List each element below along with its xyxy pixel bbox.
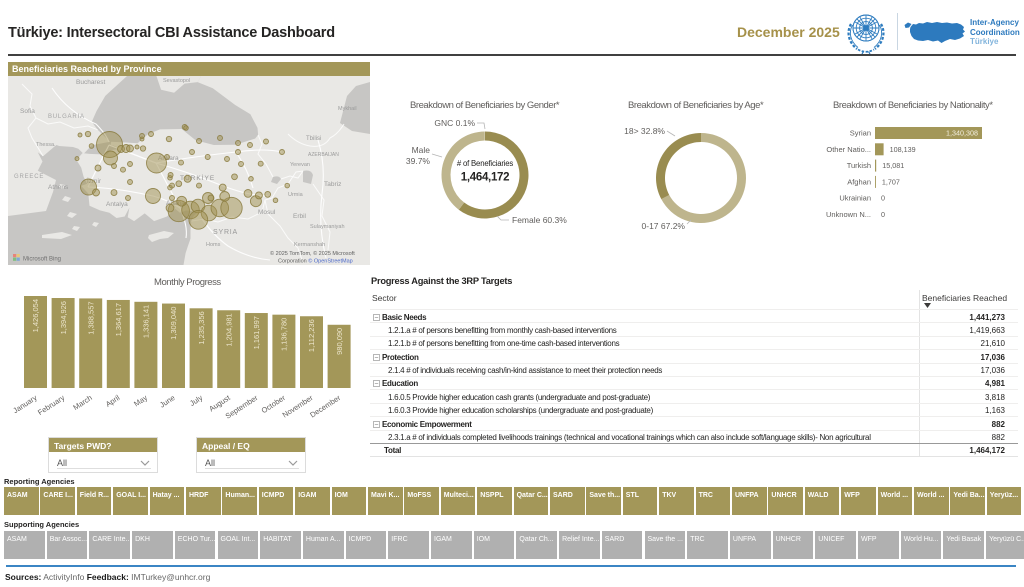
svg-text:June: June: [158, 393, 177, 409]
svg-text:Kermanshah: Kermanshah: [294, 242, 325, 248]
svg-text:1,426,054: 1,426,054: [31, 299, 40, 332]
svg-text:July: July: [188, 393, 204, 408]
svg-text:İzmir: İzmir: [87, 176, 102, 185]
svg-text:0-17 67.2%: 0-17 67.2%: [642, 221, 686, 231]
svg-text:Microsoft Bing: Microsoft Bing: [23, 257, 61, 263]
svg-text:# of Beneficiaries: # of Beneficiaries: [457, 159, 514, 168]
svg-text:Female 60.3%: Female 60.3%: [512, 215, 567, 225]
svg-text:Corporation © OpenStreetMap: Corporation © OpenStreetMap: [278, 258, 353, 265]
svg-text:Homs: Homs: [206, 242, 221, 248]
svg-text:GNC 0.1%: GNC 0.1%: [434, 118, 475, 128]
svg-text:December: December: [308, 393, 342, 420]
svg-text:1,336,141: 1,336,141: [142, 305, 151, 338]
svg-text:1,340,308: 1,340,308: [946, 129, 978, 138]
svg-text:Tabriz: Tabriz: [324, 181, 341, 188]
svg-text:1,364,617: 1,364,617: [114, 303, 123, 336]
svg-text:April: April: [104, 393, 122, 409]
svg-text:January: January: [11, 393, 38, 415]
svg-text:BULGARIA: BULGARIA: [48, 114, 85, 120]
svg-text:Tbilisi: Tbilisi: [306, 136, 321, 142]
svg-text:39.7%: 39.7%: [406, 156, 431, 166]
svg-text:1,309,040: 1,309,040: [169, 307, 178, 340]
svg-text:Sulaymaniyah: Sulaymaniyah: [310, 224, 345, 230]
svg-text:Unknown N...: Unknown N...: [826, 210, 871, 219]
svg-text:1,235,356: 1,235,356: [197, 311, 206, 344]
svg-text:February: February: [36, 393, 66, 417]
svg-text:980,090: 980,090: [335, 328, 344, 355]
svg-text:Other Natio...: Other Natio...: [826, 145, 871, 154]
svg-text:Ukrainian: Ukrainian: [839, 194, 871, 203]
svg-text:© 2025 TomTom, © 2025 Microsof: © 2025 TomTom, © 2025 Microsoft: [270, 250, 355, 257]
svg-text:AZERBAIJAN: AZERBAIJAN: [308, 152, 339, 158]
svg-text:1,394,926: 1,394,926: [59, 301, 68, 334]
svg-text:1,388,557: 1,388,557: [86, 301, 95, 334]
svg-text:0: 0: [881, 210, 885, 219]
svg-text:Erbil: Erbil: [293, 213, 307, 220]
svg-text:1,136,780: 1,136,780: [280, 318, 289, 351]
svg-text:Mosul: Mosul: [258, 209, 276, 216]
svg-text:Athens: Athens: [48, 184, 69, 191]
svg-text:GREECE: GREECE: [14, 174, 44, 180]
svg-text:1,112,236: 1,112,236: [307, 319, 316, 352]
svg-text:Urmia: Urmia: [288, 192, 304, 198]
svg-text:Male: Male: [412, 145, 431, 155]
svg-text:May: May: [132, 393, 149, 408]
svg-text:Thessa...: Thessa...: [36, 142, 59, 148]
svg-text:Sevastopol: Sevastopol: [163, 78, 190, 84]
svg-text:Afghan: Afghan: [847, 177, 871, 186]
svg-text:1,161,997: 1,161,997: [252, 316, 261, 349]
svg-text:TÜRKİYE: TÜRKİYE: [180, 173, 215, 182]
svg-text:Antalya: Antalya: [106, 201, 128, 208]
svg-text:18> 32.8%: 18> 32.8%: [624, 126, 665, 136]
svg-text:108,139: 108,139: [890, 145, 916, 154]
svg-text:March: March: [71, 393, 93, 412]
svg-text:0: 0: [881, 194, 885, 203]
svg-text:1,464,172: 1,464,172: [461, 172, 509, 184]
svg-text:Syrian: Syrian: [850, 129, 871, 138]
svg-text:Sofia: Sofia: [20, 108, 35, 115]
svg-text:Bucharest: Bucharest: [76, 79, 105, 86]
svg-text:15,081: 15,081: [882, 161, 904, 170]
svg-text:Mykhail: Mykhail: [338, 106, 357, 112]
svg-text:SYRIA: SYRIA: [213, 229, 238, 236]
svg-text:1,707: 1,707: [882, 177, 900, 186]
svg-text:1,204,981: 1,204,981: [224, 313, 233, 346]
svg-text:Yerevan: Yerevan: [290, 162, 310, 168]
svg-text:Turkish: Turkish: [847, 161, 871, 170]
